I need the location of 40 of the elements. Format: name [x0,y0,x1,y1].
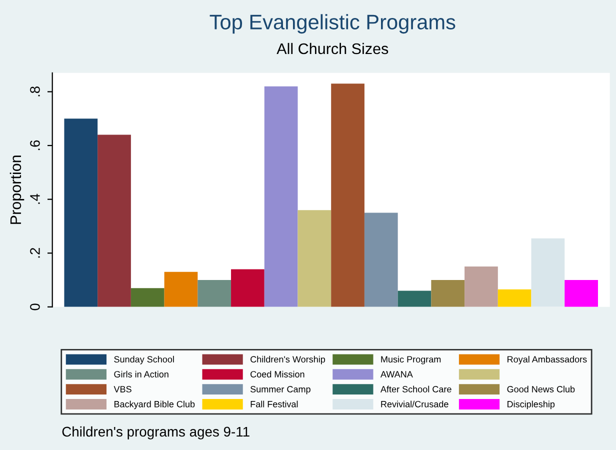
y-tick-label: .6 [30,140,40,150]
legend-label: Revivial/Crusade [381,400,448,408]
legend-label: Discipleship [508,400,555,410]
legend-label: After School Care [380,386,452,392]
bar [198,280,232,307]
y-tick-label: 0 [30,304,40,310]
text: Children's programs ages 9-11 [62,426,250,440]
legend-label: AWANA [380,371,413,378]
bar [531,238,565,307]
legend-label: Good News Club [507,386,575,392]
legend-label: Music Program [381,356,441,364]
legend-label: Royal Ambassadors [508,356,587,364]
legend-label: Children's Worship [250,356,326,364]
y-axis-title: Proportion [10,156,24,224]
bar [464,266,498,307]
bar [164,272,198,307]
y-tick-label: .8 [30,86,40,96]
legend-label: VBS [114,386,132,392]
bar [431,280,465,307]
chart-title: Top Evangelistic Programs [210,14,456,34]
bar [398,290,432,307]
bar [564,280,598,307]
bar [130,288,164,307]
bar [498,289,532,307]
bar [231,269,264,307]
chart-subtitle: All Church Sizes [276,42,388,54]
legend-label: Girls in Action [114,370,168,378]
bar [264,86,298,307]
bar [298,210,332,307]
bar [331,84,364,307]
legend-label: Sunday School [114,356,174,364]
legend-label: Fall Festival [250,400,298,408]
bar [364,212,398,307]
bar [64,118,98,307]
y-tick-label: .2 [30,248,40,258]
bar [98,134,131,307]
legend-label: Summer Camp [250,386,310,394]
legend-label: Coed Mission [250,370,304,378]
y-tick-label: .4 [30,194,40,204]
legend-label: Backyard Bible Club [114,400,195,410]
